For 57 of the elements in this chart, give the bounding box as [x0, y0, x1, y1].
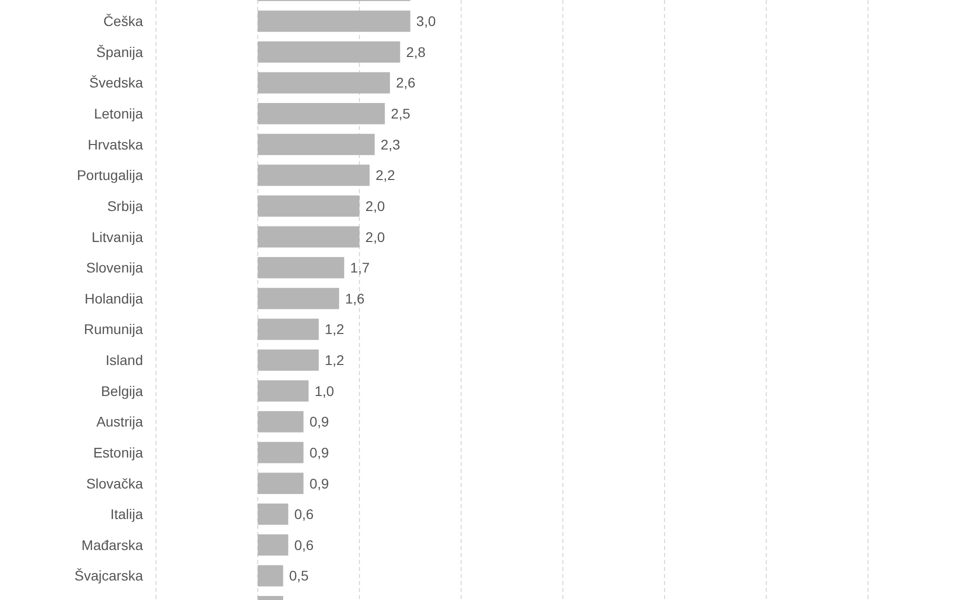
bar	[258, 134, 375, 156]
y-tick-label: Slovačka	[86, 475, 144, 492]
bar	[258, 318, 319, 340]
y-tick-label: Slovenija	[86, 260, 144, 276]
y-tick-label: Hrvatska	[88, 136, 144, 152]
bar	[258, 72, 390, 94]
data-label: 2,0	[365, 228, 386, 245]
y-tick-label: Španija	[96, 44, 144, 60]
data-label: 2,2	[376, 167, 396, 184]
data-label: 1,7	[350, 260, 370, 276]
y-tick-label: Holandija	[84, 290, 144, 306]
y-tick-label: Belgija	[100, 382, 144, 399]
data-label: 0,6	[294, 536, 314, 553]
y-tick-label: Švedska	[89, 74, 144, 91]
bar	[258, 411, 304, 432]
y-tick-label: Litvanija	[92, 228, 144, 245]
data-label: 2,8	[406, 44, 426, 60]
y-tick-label: Letonija	[94, 106, 144, 122]
bar	[258, 380, 309, 402]
data-label: 2,6	[396, 74, 416, 91]
bar	[258, 288, 340, 310]
y-tick-label: Estonija	[93, 444, 144, 460]
data-label: 0,6	[294, 506, 314, 522]
bar	[258, 164, 370, 186]
bar	[258, 349, 319, 371]
bar	[258, 195, 360, 217]
data-label: 1,0	[314, 382, 334, 399]
bar	[258, 565, 284, 586]
bar	[258, 10, 410, 32]
y-tick-label: Srbija	[107, 198, 144, 214]
bar	[258, 103, 385, 124]
data-label: 0,9	[309, 475, 330, 492]
y-tick-label: Austrija	[96, 414, 144, 430]
y-tick-label: Mađarska	[82, 536, 144, 553]
bar	[258, 41, 400, 63]
data-label: 2,5	[390, 106, 411, 122]
bar	[258, 226, 360, 248]
bar	[258, 504, 288, 525]
data-label: 1,2	[324, 352, 344, 368]
bar	[258, 442, 304, 464]
data-label: 1,2	[324, 321, 344, 338]
data-label: 2,0	[365, 198, 386, 214]
y-tick-label: Island	[106, 352, 143, 368]
y-tick-label: Portugalija	[76, 167, 144, 184]
data-label: 3,0	[416, 13, 436, 30]
bar	[258, 257, 344, 278]
data-label: 0,9	[309, 444, 330, 460]
data-label: 1,6	[345, 290, 365, 306]
data-label: 0,5	[289, 568, 309, 584]
y-tick-label: Rumunija	[84, 321, 144, 338]
y-tick-label: Češka	[103, 13, 144, 30]
bar	[258, 472, 304, 494]
y-tick-label: Italija	[110, 506, 144, 522]
y-tick-label: Švajcarska	[74, 568, 144, 584]
data-label: 2,3	[380, 136, 400, 152]
bar	[258, 534, 288, 556]
data-label: 0,9	[309, 414, 330, 430]
